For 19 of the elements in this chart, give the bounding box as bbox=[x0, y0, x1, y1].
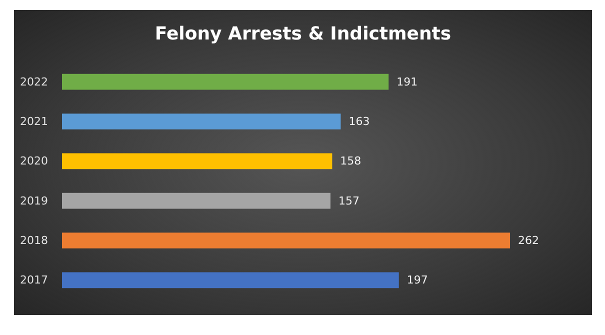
y-tick-label: 2018 bbox=[20, 234, 48, 247]
bar bbox=[62, 232, 510, 248]
y-tick-label: 2021 bbox=[20, 115, 48, 128]
y-tick-label: 2020 bbox=[20, 154, 48, 168]
y-tick-label: 2017 bbox=[20, 274, 48, 287]
data-label: 158 bbox=[340, 154, 362, 168]
bar bbox=[62, 114, 341, 130]
bar bbox=[62, 272, 399, 288]
data-label: 191 bbox=[396, 75, 418, 88]
data-label: 262 bbox=[518, 234, 540, 247]
chart-title: Felony Arrests & Indictments bbox=[154, 24, 452, 44]
data-label: 197 bbox=[406, 274, 428, 287]
bar bbox=[62, 192, 330, 209]
bar bbox=[62, 74, 389, 90]
y-tick-label: 2019 bbox=[20, 194, 48, 208]
data-label: 163 bbox=[348, 115, 370, 128]
bar bbox=[62, 153, 332, 170]
data-label: 157 bbox=[338, 194, 360, 208]
y-tick-label: 2022 bbox=[20, 75, 48, 88]
